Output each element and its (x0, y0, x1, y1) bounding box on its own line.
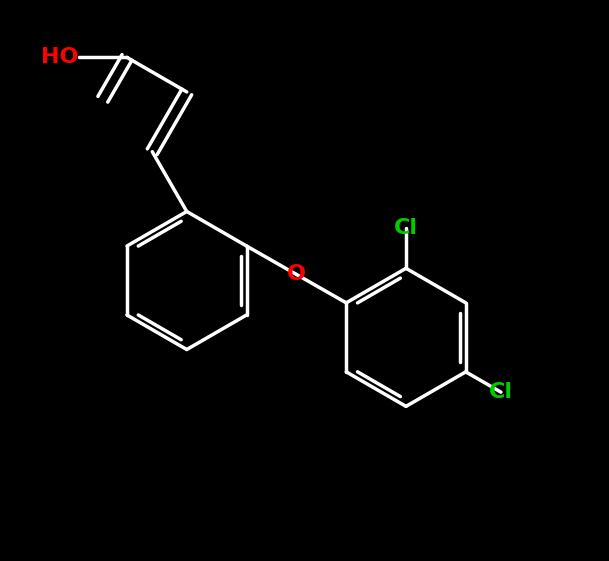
Text: Cl: Cl (489, 382, 513, 402)
Text: HO: HO (41, 48, 79, 67)
Text: O: O (287, 264, 306, 284)
Text: Cl: Cl (394, 218, 418, 238)
